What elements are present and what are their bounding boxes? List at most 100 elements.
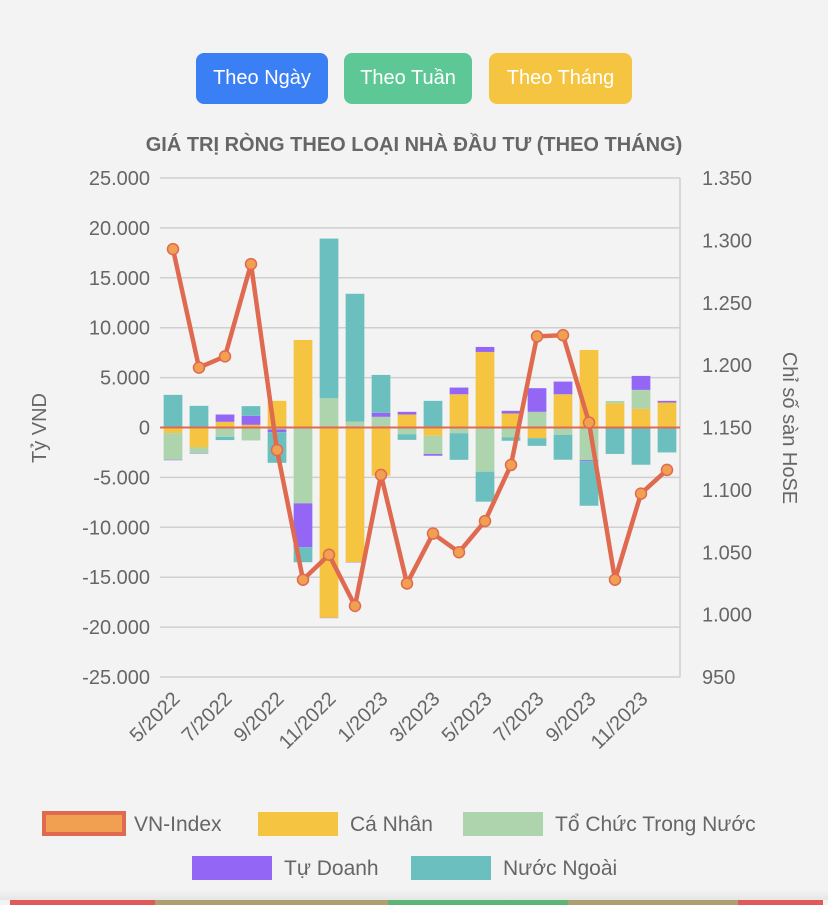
bar-cá-nhân — [293, 339, 313, 428]
y-tick-label: -25.000 — [82, 667, 150, 689]
legend-label: Nước Ngoài — [503, 857, 617, 880]
bar-tổ-chức-trong-nước — [319, 398, 339, 428]
bar-tổ-chức-trong-nước — [397, 427, 417, 435]
y2-tick-label: 1.000 — [702, 605, 752, 627]
x-tick-label: 5/2023 — [438, 688, 497, 747]
vn-index-point — [270, 443, 284, 457]
x-tick-label: 7/2023 — [490, 688, 549, 747]
y2-tick-label: 1.050 — [702, 542, 752, 564]
y-tick-label: -10.000 — [82, 517, 150, 539]
y2-tick-label: 1.250 — [702, 293, 752, 315]
bar-nước-ngoài — [553, 434, 573, 460]
y-tick-label: -15.000 — [82, 567, 150, 589]
bar-tự-doanh — [631, 375, 651, 390]
legend-label: VN-Index — [134, 813, 222, 836]
legend-swatch — [411, 856, 491, 880]
bar-cá-nhân — [163, 427, 183, 434]
bar-tự-doanh — [579, 460, 599, 462]
vn-index-point — [426, 527, 440, 540]
vn-index-point — [296, 573, 310, 586]
bar-cá-nhân — [397, 414, 417, 428]
bar-nước-ngoài — [657, 428, 677, 453]
vn-index-point — [348, 599, 362, 613]
bar-tự-doanh — [449, 387, 469, 395]
vn-index-point — [192, 361, 206, 374]
vn-index-point — [608, 573, 622, 586]
bar-tổ-chức-trong-nước — [215, 427, 235, 437]
bottom-shadow — [0, 890, 828, 900]
bar-cá-nhân — [423, 427, 443, 436]
y-tick-label: -5.000 — [93, 467, 150, 489]
bottom-tab-strip[interactable] — [10, 900, 155, 905]
bar-cá-nhân — [475, 351, 495, 428]
bar-nước-ngoài — [371, 374, 391, 413]
bar-tổ-chức-trong-nước — [501, 427, 521, 438]
bar-tự-doanh — [501, 410, 521, 414]
legend-swatch — [258, 812, 338, 836]
bar-nước-ngoài — [501, 437, 521, 441]
bar-cá-nhân — [553, 394, 573, 428]
bar-cá-nhân — [501, 413, 521, 428]
chart-title: GIÁ TRỊ RÒNG THEO LOẠI NHÀ ĐẦU TƯ (THEO … — [146, 132, 683, 156]
bar-tự-doanh — [423, 454, 443, 456]
vn-index-point — [322, 548, 336, 561]
bar-nước-ngoài — [345, 293, 365, 422]
bar-tự-doanh — [527, 388, 547, 412]
vn-index-point — [218, 350, 232, 363]
y-axis-title: Tỷ VND — [29, 393, 51, 463]
bar-tổ-chức-trong-nước — [371, 416, 391, 428]
bar-cá-nhân — [319, 427, 339, 618]
bar-cá-nhân — [657, 402, 677, 428]
vn-index-point — [634, 487, 648, 500]
bar-nước-ngoài — [475, 471, 495, 502]
bar-tổ-chức-trong-nước — [241, 427, 261, 441]
vn-index-point — [530, 330, 544, 343]
bar-tự-doanh — [371, 412, 391, 417]
legend-swatch — [192, 856, 272, 880]
bottom-tab-strip[interactable] — [155, 900, 388, 905]
vn-index-point — [244, 257, 258, 271]
bottom-tab-strip[interactable] — [738, 900, 823, 905]
vn-index-line — [170, 248, 669, 613]
y-tick-label: 20.000 — [89, 218, 150, 240]
bar-tổ-chức-trong-nước — [423, 435, 443, 455]
y-tick-label: -20.000 — [82, 617, 150, 639]
vn-index-point — [556, 328, 570, 342]
legend-swatch — [463, 812, 543, 836]
bar-cá-nhân — [449, 394, 469, 428]
legend-label: Tổ Chức Trong Nước — [555, 813, 756, 836]
vn-index-point — [478, 514, 492, 528]
bar-tổ-chức-trong-nước — [189, 447, 209, 454]
bar-nước-ngoài — [527, 438, 547, 446]
bar-cá-nhân — [189, 427, 209, 448]
bar-tự-doanh — [475, 346, 495, 352]
bar-cá-nhân — [631, 408, 651, 428]
bottom-tab-strip[interactable] — [568, 900, 738, 905]
vn-index-point — [400, 577, 414, 590]
bar-tổ-chức-trong-nước — [163, 433, 183, 460]
vn-index-point — [660, 463, 674, 477]
legend-label: Cá Nhân — [350, 813, 433, 836]
bar-nước-ngoài — [605, 427, 625, 454]
period-button-0[interactable]: Theo Ngày — [196, 53, 328, 104]
bar-tự-doanh — [397, 411, 417, 415]
bar-cá-nhân — [241, 424, 261, 428]
bar-nước-ngoài — [189, 405, 209, 428]
y2-tick-label: 1.150 — [702, 418, 752, 440]
bar-tổ-chức-trong-nước — [475, 427, 495, 472]
vn-index-point — [452, 546, 466, 559]
bottom-tab-strip[interactable] — [388, 900, 568, 905]
bar-tổ-chức-trong-nước — [293, 427, 313, 504]
bar-nước-ngoài — [319, 238, 339, 399]
bar-tổ-chức-trong-nước — [449, 427, 469, 434]
bar-tổ-chức-trong-nước — [553, 427, 573, 435]
bar-tổ-chức-trong-nước — [605, 400, 625, 404]
bar-nước-ngoài — [579, 461, 599, 506]
bar-tổ-chức-trong-nước — [527, 411, 547, 428]
bar-nước-ngoài — [241, 406, 261, 416]
y2-tick-label: 1.100 — [702, 480, 752, 502]
y-tick-label: 5.000 — [100, 368, 150, 390]
period-button-2[interactable]: Theo Tháng — [489, 53, 632, 104]
bar-nước-ngoài — [449, 433, 469, 460]
period-button-1[interactable]: Theo Tuần — [344, 53, 472, 104]
